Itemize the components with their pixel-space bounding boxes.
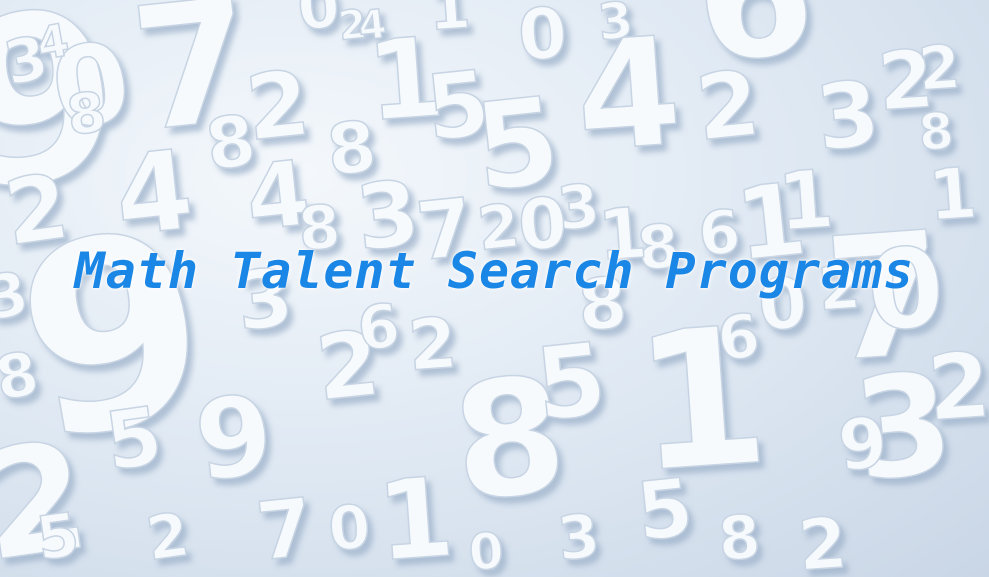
decorative-digit: 8 [323, 105, 380, 192]
decorative-digit: 2 [691, 51, 764, 162]
decorative-digit: 5 [530, 320, 611, 444]
decorative-digit: 0 [515, 0, 569, 77]
decorative-digit: 8 [917, 102, 956, 162]
decorative-digit: 9 [189, 371, 279, 506]
decorative-digit: 2 [795, 502, 849, 577]
decorative-digit: 8 [296, 192, 343, 265]
decorative-digit: 1 [373, 453, 458, 577]
decorative-digit: 6 [714, 301, 763, 375]
decorative-digit: 7 [124, 0, 262, 171]
decorative-digit: 3 [847, 342, 961, 514]
decorative-digit: 3 [554, 501, 603, 575]
decorative-digit: 2 [875, 32, 937, 129]
decorative-digit: 2 [924, 333, 989, 442]
decorative-digit: 8 [63, 79, 110, 148]
decorative-digit: 2 [336, 1, 368, 50]
page-title: Math Talent Search Programs [74, 242, 915, 300]
decorative-digit: 4 [109, 126, 199, 261]
decorative-digit: 8 [575, 262, 629, 347]
decorative-digit: 8 [444, 340, 574, 538]
decorative-digit: 2 [816, 252, 863, 325]
decorative-digit: 2 [405, 302, 459, 387]
decorative-digit: 1 [595, 192, 649, 277]
decorative-digit: 3 [554, 171, 603, 245]
decorative-digit: 1 [363, 13, 448, 146]
decorative-digit: 7 [412, 181, 477, 279]
decorative-digit: 0 [863, 223, 948, 356]
decorative-digit: 0 [467, 522, 506, 577]
decorative-digit: 9 [835, 402, 889, 487]
decorative-digit: 8 [716, 502, 763, 575]
decorative-digit: 0 [326, 492, 373, 565]
decorative-digit: 5 [421, 51, 494, 162]
decorative-digit: 2 [311, 311, 384, 422]
decorative-digit: 2 [142, 500, 193, 575]
decorative-digit: 7 [252, 481, 317, 577]
decorative-digit: 6 [689, 0, 821, 101]
decorative-digit: 3 [811, 61, 884, 172]
decorative-digit: 3 [595, 0, 636, 52]
decorative-digit: 2 [241, 51, 314, 162]
decorative-digit: 0 [755, 262, 809, 347]
decorative-digit: 4 [241, 141, 314, 252]
decorative-digit: 4 [356, 1, 388, 50]
decorative-digit: 2 [474, 191, 523, 265]
decorative-digit: 4 [570, 5, 686, 186]
decorative-digit: 5 [100, 389, 168, 489]
decorative-digit: 2 [916, 32, 963, 105]
decorative-digit: 1 [426, 0, 473, 45]
decorative-digit: 6 [354, 291, 403, 365]
decorative-digit: 1 [775, 152, 837, 249]
decorative-digit: 8 [634, 211, 683, 285]
decorative-digit: 3 [351, 161, 424, 272]
decorative-digit: 7 [819, 195, 951, 401]
decorative-digit: 1 [730, 160, 811, 284]
decorative-digit: 5 [469, 72, 567, 219]
decorative-digit: 6 [696, 197, 743, 270]
decorative-digit: 8 [201, 99, 261, 187]
decorative-digit: 3 [232, 251, 297, 349]
decorative-digit: 0 [515, 182, 569, 267]
decorative-digit: 5 [632, 461, 697, 559]
decorative-digit: 1 [628, 285, 775, 515]
decorative-digit: 1 [925, 152, 979, 237]
decorative-digit: 0 [294, 0, 343, 45]
